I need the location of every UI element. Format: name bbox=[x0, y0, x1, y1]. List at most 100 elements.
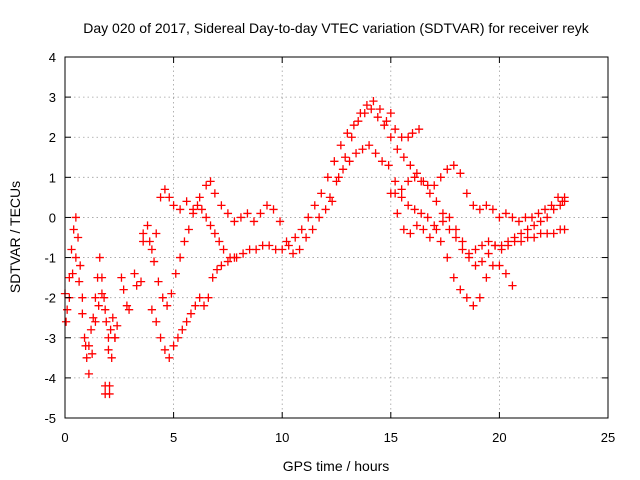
data-point bbox=[67, 245, 76, 254]
data-point bbox=[145, 237, 154, 246]
data-point bbox=[101, 305, 110, 314]
plot-frame bbox=[64, 56, 609, 419]
data-point bbox=[147, 305, 157, 314]
data-point bbox=[223, 209, 233, 218]
data-point bbox=[195, 193, 204, 202]
series-middle-path bbox=[325, 141, 517, 310]
data-point bbox=[543, 213, 552, 222]
data-point bbox=[195, 293, 204, 302]
data-point bbox=[419, 225, 428, 234]
data-point bbox=[397, 193, 406, 202]
data-point bbox=[97, 289, 107, 298]
data-point bbox=[432, 225, 441, 234]
axis-ticks: 0 5 10 15 20 25 -5 -4 -3 -2 -1 0 1 2 3 4 bbox=[44, 50, 615, 445]
data-point bbox=[188, 209, 198, 218]
data-point bbox=[95, 253, 104, 262]
data-point bbox=[107, 353, 116, 362]
data-point bbox=[199, 301, 209, 310]
data-point bbox=[71, 213, 81, 222]
data-point bbox=[482, 273, 491, 282]
x-tick-label: 15 bbox=[384, 430, 398, 445]
data-point bbox=[139, 237, 148, 246]
data-point bbox=[91, 317, 100, 326]
data-point bbox=[386, 189, 395, 198]
data-point bbox=[560, 225, 569, 234]
data-point bbox=[160, 185, 170, 194]
data-point bbox=[82, 353, 91, 362]
data-point bbox=[104, 345, 113, 354]
data-point bbox=[68, 269, 77, 278]
y-tick-label: 2 bbox=[49, 130, 56, 145]
data-point bbox=[251, 245, 261, 254]
data-point bbox=[404, 177, 413, 186]
data-point bbox=[61, 317, 71, 326]
data-point bbox=[317, 189, 326, 198]
data-point bbox=[534, 209, 543, 218]
data-point bbox=[406, 161, 415, 170]
data-point bbox=[371, 149, 380, 158]
data-point bbox=[423, 181, 432, 190]
data-point bbox=[488, 205, 498, 214]
y-tick-label: -3 bbox=[44, 331, 56, 346]
data-point bbox=[521, 213, 530, 222]
data-point bbox=[341, 153, 350, 162]
data-point bbox=[80, 333, 89, 342]
data-point bbox=[102, 317, 111, 326]
data-point bbox=[508, 213, 517, 222]
data-point bbox=[132, 281, 141, 290]
data-point bbox=[169, 201, 178, 210]
data-point bbox=[65, 273, 74, 282]
x-tick-label: 10 bbox=[275, 430, 289, 445]
data-point bbox=[105, 389, 114, 399]
data-point bbox=[536, 229, 545, 238]
data-point bbox=[540, 205, 550, 214]
data-point bbox=[438, 209, 448, 218]
data-point bbox=[523, 233, 532, 242]
data-point bbox=[175, 205, 185, 214]
data-point bbox=[484, 249, 493, 258]
data-point bbox=[436, 173, 445, 182]
y-tick-label: -5 bbox=[44, 411, 56, 426]
data-point bbox=[94, 301, 103, 310]
data-point bbox=[78, 309, 87, 318]
data-point bbox=[458, 245, 467, 254]
data-point bbox=[165, 193, 174, 202]
data-point bbox=[147, 245, 157, 254]
data-point bbox=[182, 317, 191, 326]
x-tick-label: 5 bbox=[170, 430, 177, 445]
x-tick-label: 25 bbox=[601, 430, 615, 445]
data-point bbox=[323, 173, 332, 182]
data-point bbox=[560, 193, 569, 202]
data-point bbox=[308, 225, 317, 234]
data-point bbox=[508, 281, 517, 290]
data-point bbox=[310, 201, 319, 210]
data-point bbox=[186, 309, 196, 318]
data-point bbox=[477, 257, 487, 266]
data-point bbox=[404, 133, 413, 142]
y-tick-label: -2 bbox=[44, 291, 56, 306]
data-point bbox=[119, 285, 128, 294]
data-point bbox=[393, 209, 402, 218]
data-point bbox=[217, 261, 226, 270]
data-point bbox=[536, 217, 545, 226]
data-point bbox=[204, 293, 213, 302]
data-point bbox=[160, 345, 170, 354]
data-point bbox=[291, 233, 300, 242]
data-point bbox=[178, 325, 187, 334]
data-point bbox=[347, 133, 356, 142]
y-tick-label: -1 bbox=[44, 251, 56, 266]
data-point bbox=[386, 133, 395, 142]
data-point bbox=[451, 225, 461, 234]
data-point bbox=[490, 241, 500, 250]
data-point bbox=[390, 125, 400, 134]
data-point bbox=[445, 213, 454, 222]
data-point bbox=[445, 225, 454, 234]
data-point bbox=[477, 241, 487, 250]
data-point bbox=[443, 253, 452, 262]
data-point bbox=[325, 193, 335, 202]
data-point bbox=[297, 225, 306, 234]
data-point bbox=[425, 233, 435, 242]
data-point bbox=[271, 245, 280, 254]
data-point bbox=[530, 233, 539, 242]
